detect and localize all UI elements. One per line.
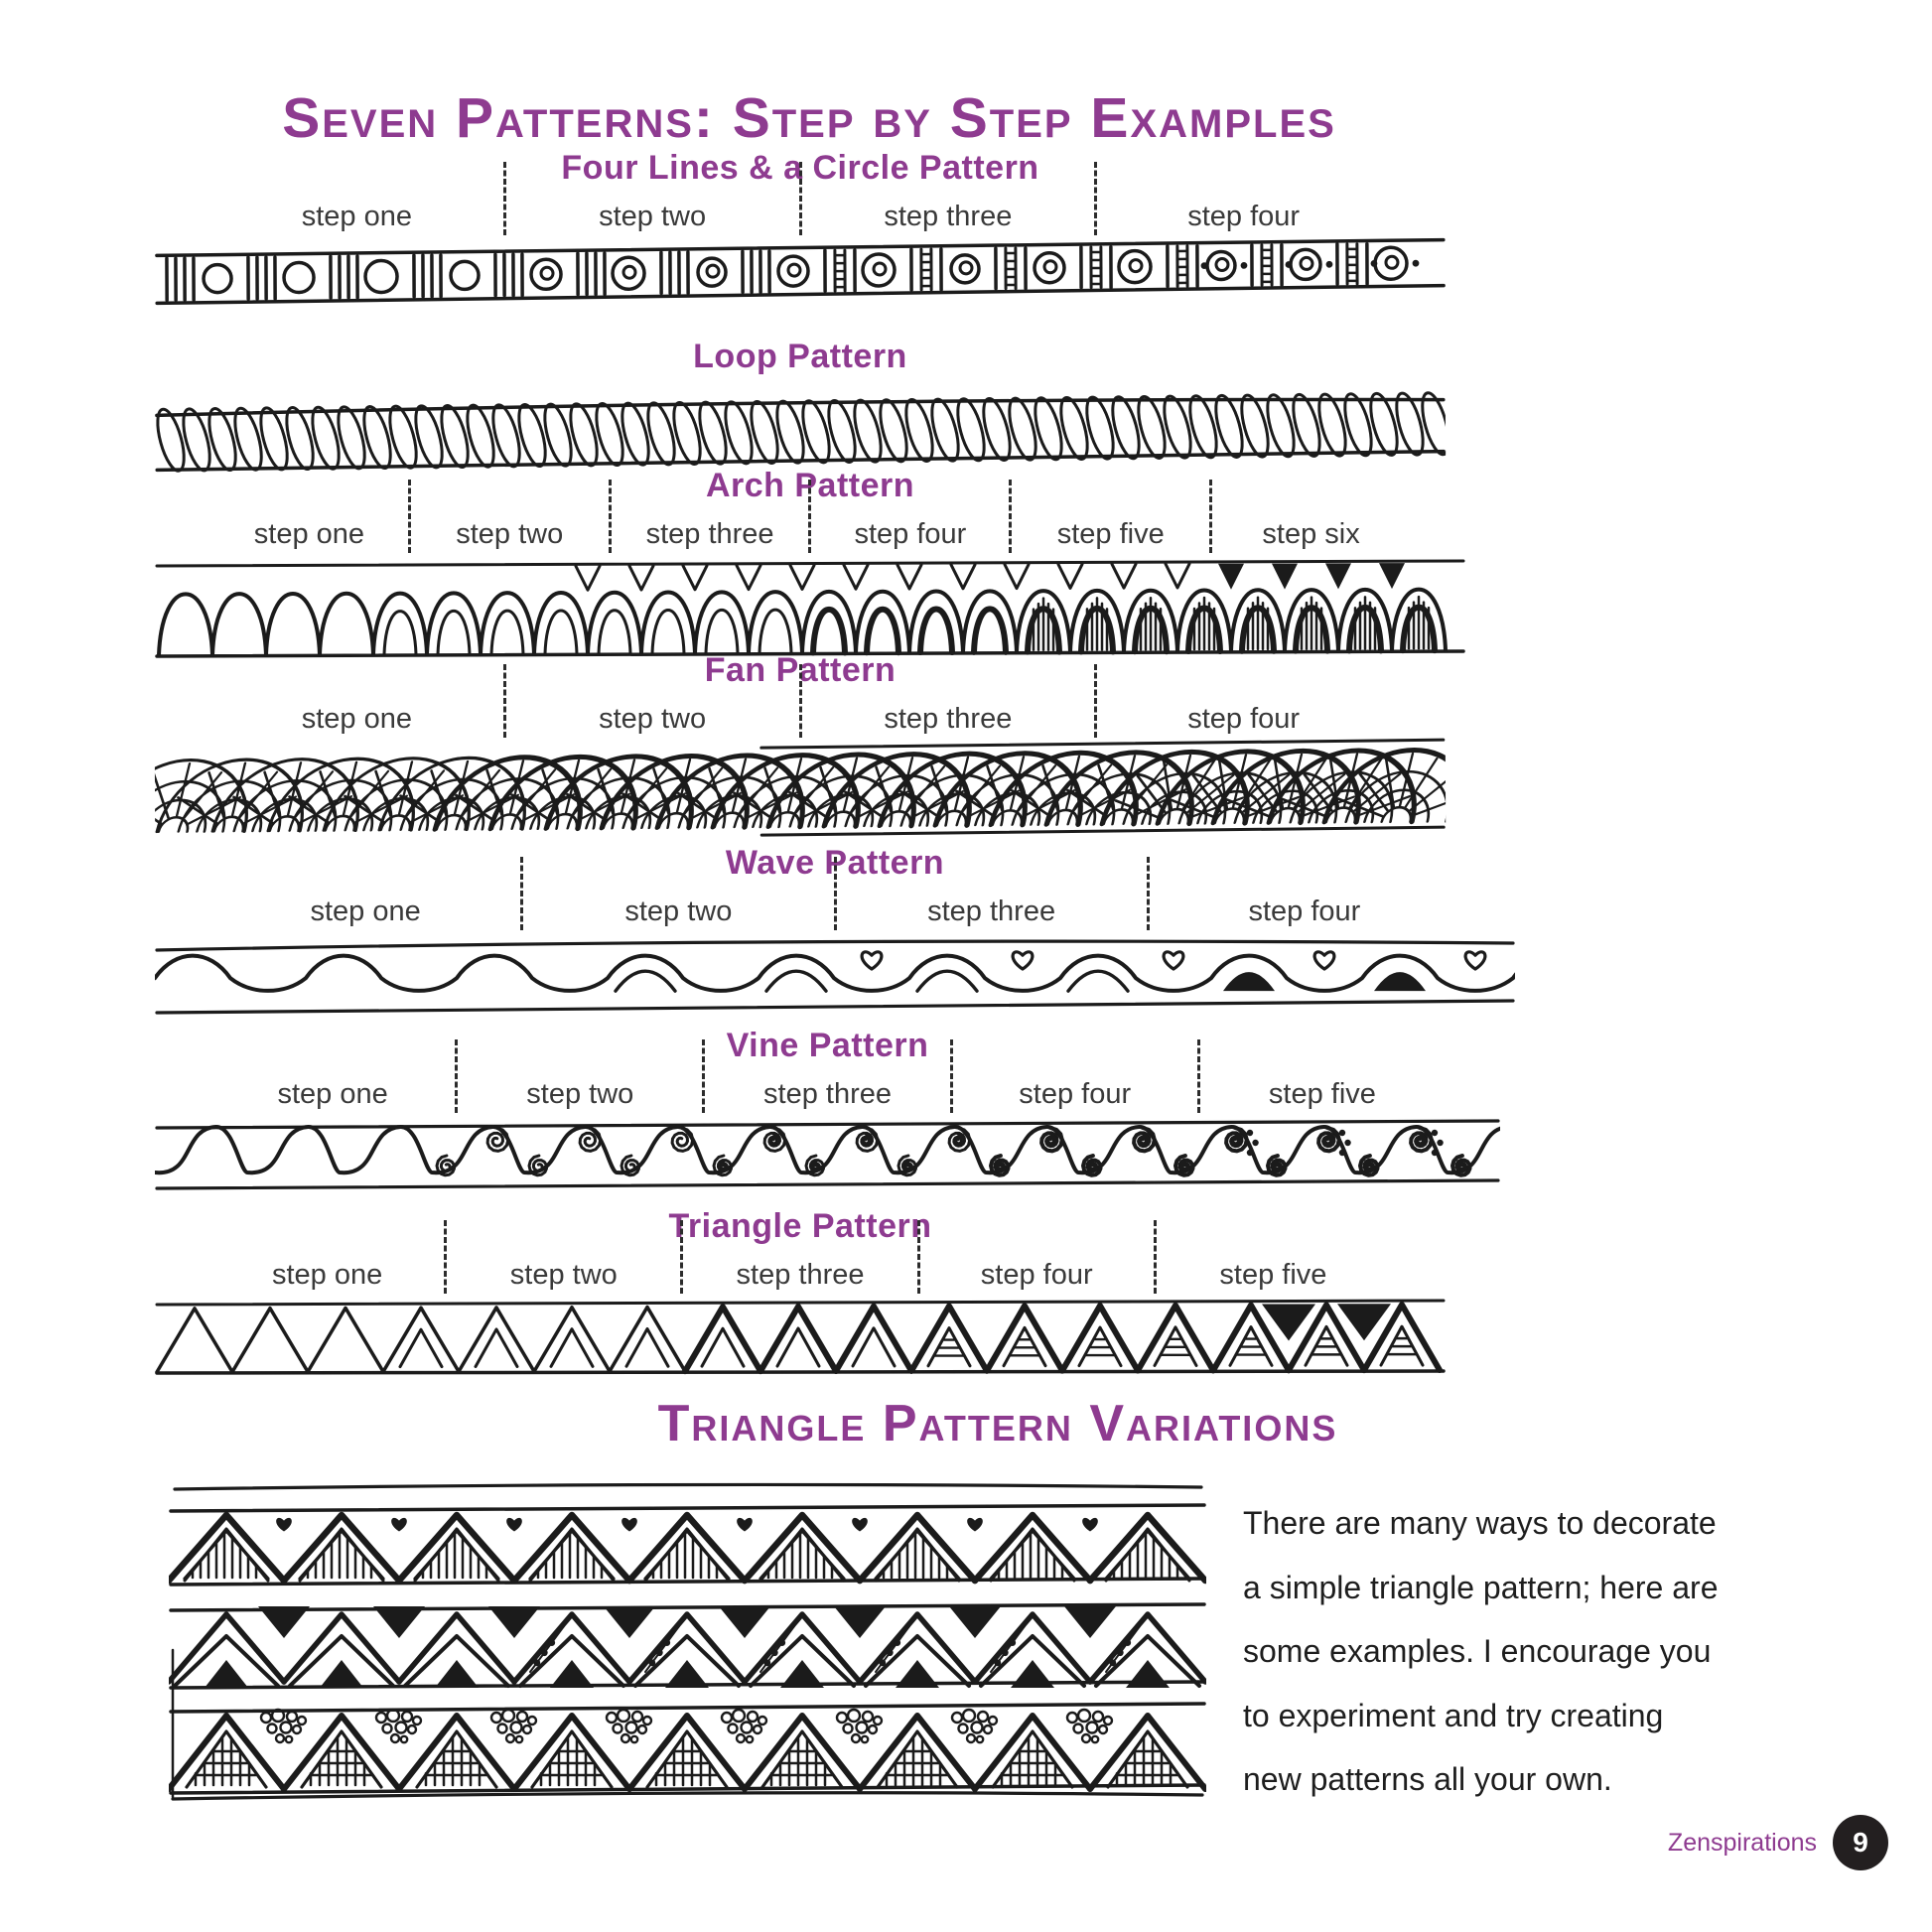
- paragraph-line: new patterns all your own.: [1243, 1761, 1612, 1797]
- pattern-section-four-lines-circle: Four Lines & a Circle Pattern step one st…: [155, 149, 1446, 306]
- wave-band: [155, 939, 1515, 1015]
- step-divider-line: [916, 1220, 920, 1294]
- step-label: step one: [301, 201, 412, 232]
- brand-name: Zenspirations: [1667, 1828, 1817, 1857]
- step-divider-line: [502, 162, 506, 235]
- step-labels-row: step one step two step three step four: [155, 857, 1515, 930]
- page-number-badge: 9: [1833, 1815, 1888, 1870]
- page-title: Seven Patterns: Step by Step Examples: [282, 86, 1336, 150]
- description-paragraph: There are many ways to decorate a simple …: [1243, 1491, 1718, 1812]
- pattern-title: Vine Pattern: [726, 1027, 929, 1064]
- step-divider-line: [798, 162, 802, 235]
- pattern-section-triangle: Triangle Pattern step one step two step th…: [155, 1207, 1446, 1379]
- step-label: step two: [599, 201, 707, 232]
- pattern-section-wave: Wave Pattern step one step two step three s…: [155, 844, 1515, 1016]
- step-label: step six: [1262, 518, 1360, 550]
- step-labels-row: step one step two step three step four step …: [155, 480, 1465, 553]
- page-footer: Zenspirations 9: [1668, 1815, 1888, 1870]
- step-label: step five: [1219, 1259, 1327, 1291]
- step-labels-row: step one step two step three step four step …: [155, 1039, 1500, 1113]
- step-divider-line: [1009, 480, 1013, 553]
- step-label: step one: [253, 518, 365, 550]
- step-label: step two: [509, 1259, 618, 1291]
- paragraph-line: a simple triangle pattern; here are: [1243, 1569, 1719, 1605]
- step-divider-line: [520, 857, 524, 930]
- step-label: step four: [1187, 201, 1301, 232]
- pattern-section-vine: Vine Pattern step one step two step three s…: [155, 1027, 1500, 1192]
- step-divider-line: [808, 480, 812, 553]
- step-divider-line: [1094, 162, 1098, 235]
- step-label: step one: [271, 1259, 383, 1291]
- step-label: step three: [884, 703, 1013, 735]
- pattern-title: Loop Pattern: [693, 338, 907, 375]
- triangle-variations-art: [169, 1482, 1206, 1801]
- step-divider-line: [1209, 480, 1213, 553]
- step-divider-line: [455, 1039, 459, 1113]
- step-divider-line: [833, 857, 837, 930]
- step-divider-line: [407, 480, 411, 553]
- fan-band: [154, 738, 1447, 837]
- loop-band: [155, 391, 1447, 473]
- step-label: step three: [884, 201, 1013, 232]
- paragraph-line: There are many ways to decorate: [1243, 1505, 1717, 1541]
- step-label: step four: [1248, 896, 1361, 927]
- step-label: step four: [1019, 1078, 1132, 1110]
- step-label: step four: [1187, 703, 1301, 735]
- step-label: step four: [854, 518, 967, 550]
- step-label: step one: [310, 896, 421, 927]
- variations-title: Triangle Pattern Variations: [657, 1395, 1338, 1452]
- step-label: step three: [736, 1259, 865, 1291]
- pattern-section-fan: Fan Pattern step one step two step three st…: [154, 651, 1447, 837]
- paragraph-line: to experiment and try creating: [1243, 1697, 1664, 1733]
- step-divider-line: [949, 1039, 953, 1113]
- step-divider-line: [1094, 664, 1098, 738]
- step-label: step three: [645, 518, 774, 550]
- pattern-section-loop: Loop Pattern: [155, 338, 1447, 473]
- step-label: step five: [1056, 518, 1165, 550]
- step-label: step one: [277, 1078, 388, 1110]
- step-labels-row: step one step two step three step four: [155, 162, 1446, 235]
- page-number: 9: [1853, 1827, 1868, 1858]
- step-label: step two: [599, 703, 707, 735]
- step-label: step two: [526, 1078, 634, 1110]
- pattern-section-arch: Arch Pattern step one step two step three s…: [155, 467, 1465, 662]
- triangle-band: [155, 1299, 1446, 1375]
- arch-band: [155, 559, 1465, 658]
- step-label: step two: [624, 896, 733, 927]
- step-divider-line: [502, 664, 506, 738]
- step-label: step five: [1268, 1078, 1376, 1110]
- step-divider-line: [680, 1220, 684, 1294]
- step-labels-row: step one step two step three step four step …: [155, 1220, 1446, 1294]
- step-divider-line: [1153, 1220, 1157, 1294]
- four-lines-circle-band: [155, 237, 1446, 306]
- step-label: step three: [927, 896, 1056, 927]
- step-divider-line: [608, 480, 612, 553]
- step-label: step three: [763, 1078, 892, 1110]
- step-divider-line: [1146, 857, 1150, 930]
- vine-band: [155, 1119, 1500, 1190]
- step-label: step one: [301, 703, 412, 735]
- step-divider-line: [798, 664, 802, 738]
- step-labels-row: step one step two step three step four: [155, 664, 1446, 738]
- step-label: step two: [456, 518, 564, 550]
- step-divider-line: [444, 1220, 448, 1294]
- step-divider-line: [1196, 1039, 1200, 1113]
- step-divider-line: [702, 1039, 706, 1113]
- step-label: step four: [980, 1259, 1093, 1291]
- paragraph-line: some examples. I encourage you: [1243, 1633, 1712, 1669]
- pattern-title: Triangle Pattern: [668, 1207, 932, 1245]
